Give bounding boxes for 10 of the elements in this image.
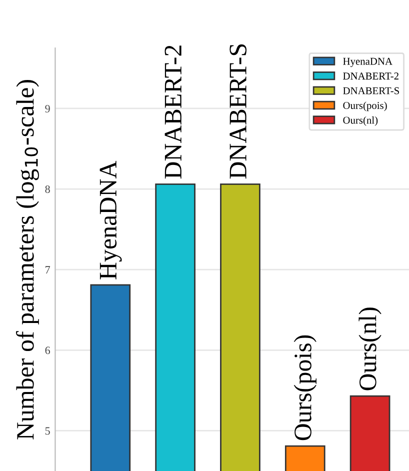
- y-tick-label: 9: [45, 104, 50, 112]
- legend-label: DNABERT-2: [343, 72, 398, 80]
- legend-label: DNABERT-S: [343, 87, 399, 94]
- legend-label: Ours(nl): [343, 116, 378, 126]
- legend-label: HyenaDNA: [343, 58, 392, 67]
- y-tick-label: 8: [45, 185, 50, 193]
- y-tick-label: 7: [46, 266, 50, 274]
- y-axis-title: Number of parameters (log$_{10}$-scale): [16, 80, 39, 440]
- y-tick-label: 6: [45, 346, 50, 354]
- y-tick-label: 5: [45, 427, 50, 435]
